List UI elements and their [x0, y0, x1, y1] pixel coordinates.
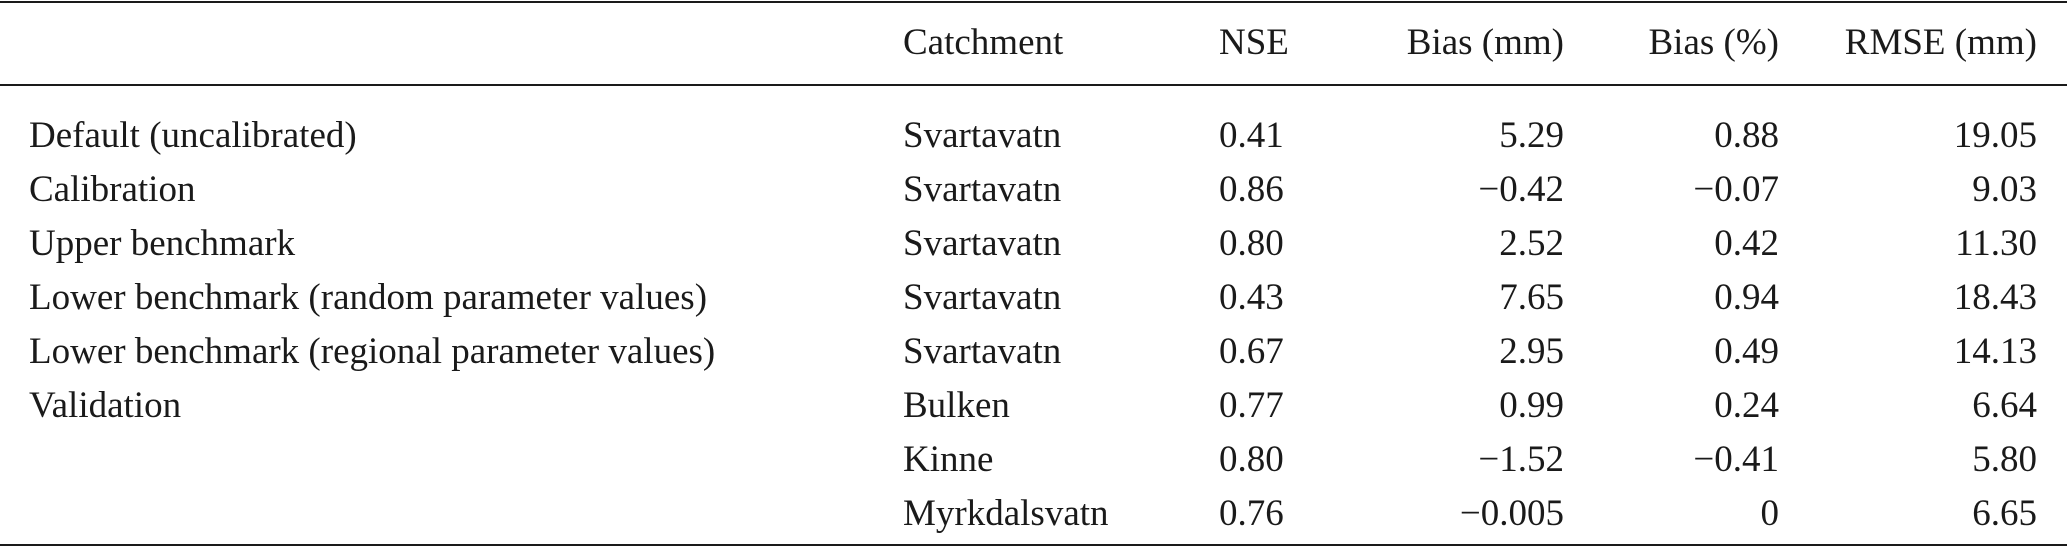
cell-catchment: Svartavatn [903, 168, 1062, 210]
header-catchment: Catchment [903, 21, 1064, 63]
cell-bias-pct: 0.49 [1714, 330, 1779, 372]
cell-nse: 0.76 [1219, 492, 1284, 534]
cell-method: Upper benchmark [29, 222, 296, 264]
table-header: Catchment NSE Bias (mm) Bias (%) RMSE (m… [0, 0, 2067, 84]
table-row: Upper benchmark Svartavatn 0.80 2.52 0.42 11.… [0, 216, 2067, 270]
cell-bias-pct: 0 [1760, 492, 1780, 534]
cell-catchment: Svartavatn [903, 114, 1062, 156]
cell-rmse: 18.43 [1953, 276, 2037, 318]
cell-nse: 0.43 [1219, 276, 1284, 318]
cell-bias-pct: 0.94 [1714, 276, 1779, 318]
table-header-rule [0, 84, 2067, 86]
header-gap [0, 84, 2067, 108]
cell-bias-pct: 0.42 [1714, 222, 1779, 264]
table-row: Calibration Svartavatn 0.86 −0.42 −0.07 9.03 [0, 162, 2067, 216]
table-row: Kinne 0.80 −1.52 −0.41 5.80 [0, 432, 2067, 486]
table-row: Lower benchmark (random parameter values… [0, 270, 2067, 324]
cell-bias-pct: 0.88 [1714, 114, 1779, 156]
cell-rmse: 19.05 [1953, 114, 2037, 156]
cell-rmse: 5.80 [1972, 438, 2037, 480]
cell-bias-mm: −1.52 [1478, 438, 1564, 480]
cell-bias-mm: 0.99 [1499, 384, 1564, 426]
cell-nse: 0.41 [1219, 114, 1284, 156]
cell-nse: 0.86 [1219, 168, 1284, 210]
cell-bias-pct: −0.07 [1693, 168, 1779, 210]
cell-catchment: Bulken [903, 384, 1010, 426]
cell-bias-pct: 0.24 [1714, 384, 1779, 426]
cell-bias-mm: −0.005 [1459, 492, 1564, 534]
cell-bias-mm: −0.42 [1478, 168, 1564, 210]
header-nse: NSE [1219, 21, 1289, 63]
cell-rmse: 11.30 [1955, 222, 2037, 264]
cell-catchment: Kinne [903, 438, 994, 480]
table-body: Default (uncalibrated) Svartavatn 0.41 5.29… [0, 84, 2067, 540]
cell-catchment: Svartavatn [903, 330, 1062, 372]
table-top-rule [0, 1, 2067, 3]
header-bias-pct: Bias (%) [1648, 21, 1780, 63]
table-bottom-rule [0, 544, 2067, 546]
table-row: Validation Bulken 0.77 0.99 0.24 6.64 [0, 378, 2067, 432]
cell-method [0, 432, 903, 486]
cell-rmse: 6.64 [1972, 384, 2037, 426]
cell-nse: 0.67 [1219, 330, 1284, 372]
header-method [0, 0, 903, 84]
cell-method [0, 486, 903, 540]
table-row: Myrkdalsvatn 0.76 −0.005 0 6.65 [0, 486, 2067, 540]
cell-method: Validation [29, 384, 182, 426]
cell-bias-pct: −0.41 [1693, 438, 1779, 480]
cell-nse: 0.80 [1219, 222, 1284, 264]
header-row: Catchment NSE Bias (mm) Bias (%) RMSE (m… [0, 0, 2067, 84]
cell-catchment: Myrkdalsvatn [903, 492, 1109, 534]
header-bias-mm: Bias (mm) [1406, 21, 1564, 63]
cell-nse: 0.80 [1219, 438, 1284, 480]
cell-bias-mm: 2.95 [1499, 330, 1564, 372]
cell-catchment: Svartavatn [903, 222, 1062, 264]
cell-rmse: 6.65 [1972, 492, 2037, 534]
cell-rmse: 14.13 [1953, 330, 2037, 372]
cell-bias-mm: 7.65 [1499, 276, 1564, 318]
cell-nse: 0.77 [1219, 384, 1284, 426]
cell-method: Lower benchmark (random parameter values… [29, 276, 708, 318]
cell-rmse: 9.03 [1972, 168, 2037, 210]
header-rmse: RMSE (mm) [1844, 21, 2037, 63]
cell-catchment: Svartavatn [903, 276, 1062, 318]
cell-method: Lower benchmark (regional parameter valu… [29, 330, 716, 372]
cell-bias-mm: 5.29 [1499, 114, 1564, 156]
cell-method: Calibration [29, 168, 196, 210]
table-row: Lower benchmark (regional parameter valu… [0, 324, 2067, 378]
cell-bias-mm: 2.52 [1499, 222, 1564, 264]
table-row: Default (uncalibrated) Svartavatn 0.41 5.29… [0, 108, 2067, 162]
cell-method: Default (uncalibrated) [29, 114, 357, 156]
